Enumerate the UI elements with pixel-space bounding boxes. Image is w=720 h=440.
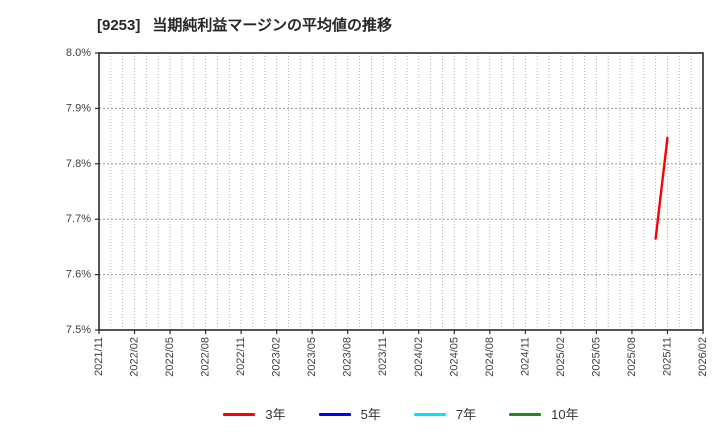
legend-label: 5年: [360, 406, 381, 422]
x-tick-label: 2025/11: [661, 337, 673, 376]
x-tick-label: 2023/05: [306, 337, 318, 377]
stock-code: [9253]: [97, 17, 141, 34]
x-tick-label: 2023/02: [271, 337, 283, 377]
series-line-3年: [654, 136, 669, 240]
legend-item-7年: 7年: [413, 406, 477, 422]
x-tick-label: 2025/08: [626, 337, 638, 377]
x-tick-label: 2024/05: [448, 337, 460, 377]
x-tick-label: 2021/11: [93, 337, 105, 376]
x-tick-label: 2022/05: [164, 337, 176, 377]
chart-legend: 3年 5年 7年 10年: [99, 403, 703, 425]
plot-border: [98, 52, 704, 331]
legend-line-swatch: [318, 412, 351, 416]
y-tick-label: 7.5%: [66, 324, 91, 336]
legend-line-swatch: [413, 412, 446, 416]
chart-title-text: 当期純利益マージンの平均値の推移: [152, 17, 393, 34]
x-tick-label: 2025/02: [555, 337, 567, 377]
y-tick-label: 7.8%: [66, 158, 91, 170]
chart-title: [9253] 当期純利益マージンの平均値の推移: [97, 14, 392, 35]
legend-label: 3年: [265, 406, 286, 422]
x-tick-label: 2025/05: [590, 337, 602, 377]
x-tick-label: 2024/02: [413, 337, 425, 377]
x-tick-label: 2023/08: [342, 337, 354, 377]
x-tick-label: 2022/02: [129, 337, 141, 377]
legend-line-swatch: [509, 412, 542, 416]
legend-label: 7年: [455, 406, 477, 422]
y-tick-label: 7.9%: [66, 102, 91, 114]
y-tick-label: 7.6%: [66, 269, 91, 281]
x-tick-label: 2026/02: [697, 337, 709, 377]
x-tick-label: 2024/08: [484, 337, 496, 377]
y-tick-label: 7.7%: [66, 213, 91, 225]
x-tick-label: 2023/11: [377, 337, 389, 376]
legend-line-swatch: [223, 412, 256, 416]
legend-label: 10年: [551, 406, 579, 422]
legend-item-10年: 10年: [509, 406, 579, 422]
legend-item-5年: 5年: [318, 406, 381, 422]
x-tick-label: 2022/08: [200, 337, 212, 377]
x-tick-label: 2022/11: [235, 337, 247, 376]
legend-item-3年: 3年: [223, 406, 286, 422]
x-tick-label: 2024/11: [519, 337, 531, 376]
y-tick-label: 8.0%: [66, 47, 91, 59]
